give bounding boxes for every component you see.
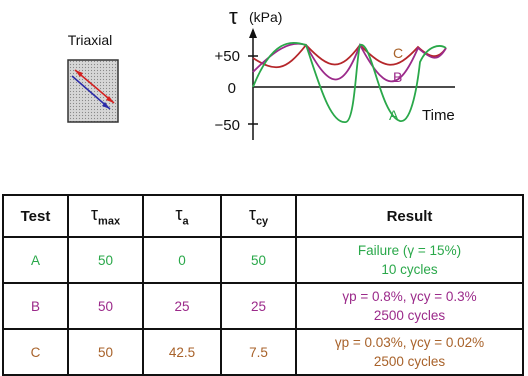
header-result: Result	[295, 194, 524, 238]
header-tau-cy: τcy	[220, 194, 297, 238]
cell-tau-a: 0	[142, 236, 222, 284]
curve-b	[252, 42, 447, 83]
tick-label-zero: 0	[228, 80, 236, 97]
table-row: B 50 25 25 γp = 0.8%, γcy = 0.3% 2500 cyc…	[2, 282, 524, 330]
y-axis-symbol: τ	[229, 4, 238, 29]
tick-label-minus50: −50	[215, 117, 240, 134]
cell-result: γp = 0.8%, γcy = 0.3% 2500 cycles	[295, 282, 524, 330]
curve-a	[252, 42, 447, 123]
header-row: Test τmax τa τcy Result	[2, 194, 524, 238]
cell-test: B	[2, 282, 69, 330]
header-test: Test	[2, 194, 69, 238]
triaxial-specimen	[67, 59, 119, 123]
y-axis-arrow	[249, 28, 257, 38]
curve-label-b: B	[393, 69, 402, 85]
cell-tau-max: 50	[67, 328, 144, 376]
cell-result: γp = 0.03%, γcy = 0.02% 2500 cycles	[295, 328, 524, 376]
cell-tau-cy: 7.5	[220, 328, 297, 376]
table-row: C 50 42.5 7.5 γp = 0.03%, γcy = 0.02% 250…	[2, 328, 524, 376]
tick-label-plus50: +50	[215, 48, 240, 65]
cell-result: Failure (γ = 15%) 10 cycles	[295, 236, 524, 284]
blue-stress-arrow	[71, 75, 111, 110]
cell-tau-cy: 50	[220, 236, 297, 284]
header-tau-a: τa	[142, 194, 222, 238]
table-row: A 50 0 50 Failure (γ = 15%) 10 cycles	[2, 236, 524, 284]
cell-test: A	[2, 236, 69, 284]
curve-label-c: C	[393, 45, 403, 61]
cell-tau-a: 25	[142, 282, 222, 330]
cell-tau-max: 50	[67, 236, 144, 284]
triaxial-label: Triaxial	[68, 32, 113, 48]
cell-tau-max: 50	[67, 282, 144, 330]
cell-test: C	[2, 328, 69, 376]
header-tau-max: τmax	[67, 194, 144, 238]
x-axis-label: Time	[422, 107, 455, 124]
y-axis-unit: (kPa)	[249, 9, 282, 25]
results-table: Test τmax τa τcy Result A 50 0 50 Failur…	[2, 194, 524, 376]
curve-label-a: A	[389, 107, 399, 123]
diagram: Triaxial τ (kPa) +50 0 −50 Time C B A	[67, 4, 455, 140]
red-stress-arrow	[74, 69, 115, 104]
cell-tau-cy: 25	[220, 282, 297, 330]
cell-tau-a: 42.5	[142, 328, 222, 376]
